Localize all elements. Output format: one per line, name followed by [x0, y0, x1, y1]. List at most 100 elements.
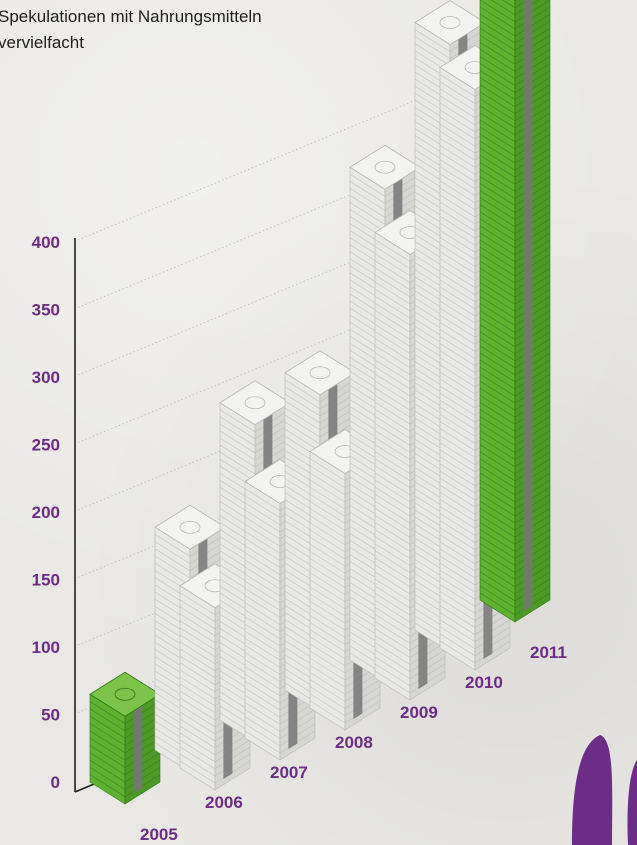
note-layer [479, 183, 551, 206]
note-layer [479, 274, 551, 298]
note-layer [374, 635, 446, 658]
note-layer [479, 162, 551, 185]
note-layer [479, 331, 551, 355]
note-layer [479, 578, 551, 602]
note-layer [479, 507, 551, 531]
note-layer [479, 472, 551, 496]
note-layer [479, 211, 551, 235]
note-layer [479, 529, 551, 552]
note-layer [439, 612, 511, 636]
note-layer [479, 543, 551, 566]
note-layer [284, 407, 356, 431]
note-layer [479, 56, 551, 79]
note-layer [513, 0, 517, 2]
note-layer [479, 514, 551, 538]
note-layer [219, 444, 291, 468]
note-layer [479, 380, 551, 404]
note-layer [179, 725, 251, 749]
note-layer [439, 605, 511, 628]
note-layer [479, 479, 551, 503]
note-layer [479, 373, 551, 397]
note-layer [309, 679, 381, 702]
note-layer [309, 672, 381, 695]
x-tick-label: 2009 [400, 703, 438, 722]
y-tick-label: 100 [32, 638, 60, 657]
note-layer [479, 154, 551, 178]
note-layer [479, 260, 551, 284]
note-layer [479, 105, 551, 129]
note-layer [479, 204, 551, 228]
note-layer [479, 267, 551, 291]
note-layer [479, 225, 551, 249]
chart-title: Spekulationen mit Nahrungsmitteln vervie… [0, 4, 262, 56]
note-layer [479, 63, 551, 86]
note-layer [179, 760, 251, 784]
note-layer [89, 730, 161, 754]
note-layer [374, 642, 446, 666]
note-layer [89, 708, 161, 732]
note-layer [439, 640, 511, 664]
x-tick-label: 2006 [205, 793, 243, 812]
note-layer [479, 387, 551, 411]
note-layer [479, 282, 551, 305]
note-layer [479, 296, 551, 319]
note-layer [479, 70, 551, 93]
note-layer [414, 36, 486, 60]
note-layer [479, 126, 551, 150]
note-layer [154, 555, 226, 579]
note-layer [439, 633, 511, 657]
note-layer [479, 359, 551, 383]
note-layer [219, 451, 291, 475]
note-layer [479, 486, 551, 510]
note-layer [89, 752, 161, 776]
stack-left-face [374, 231, 411, 701]
note-layer [479, 133, 551, 157]
note-layer [219, 423, 291, 447]
note-layer [219, 416, 291, 440]
y-tick-label: 0 [51, 773, 60, 792]
x-tick-label: 2010 [465, 673, 503, 692]
note-layer [479, 147, 551, 171]
note-layer [89, 715, 161, 739]
note-layer [89, 737, 161, 761]
bill-portrait [114, 687, 136, 701]
note-layer [479, 232, 551, 256]
note-layer [244, 694, 316, 718]
note-layer [479, 303, 551, 326]
note-layer [244, 716, 316, 740]
note-layer [479, 239, 551, 263]
note-layer [374, 656, 446, 680]
x-tick-label: 2007 [270, 763, 308, 782]
note-layer [479, 140, 551, 164]
bill-portrait [179, 520, 201, 534]
note-layer [179, 739, 251, 763]
note-layer [89, 745, 161, 768]
note-layer [479, 218, 551, 242]
note-layer [219, 409, 291, 433]
note-layer [284, 400, 356, 424]
bar-back-2011 [479, 0, 551, 623]
note-layer [479, 430, 551, 453]
y-tick-label: 350 [32, 301, 60, 320]
note-layer [309, 693, 381, 717]
stack-left-face [479, 0, 516, 623]
title-line-1: Spekulationen mit Nahrungsmitteln [0, 7, 262, 26]
purple-decoration [572, 735, 637, 845]
note-layer [479, 564, 551, 588]
note-layer [479, 34, 551, 58]
purple-shape-left [572, 735, 613, 845]
note-layer [479, 190, 551, 213]
note-layer [479, 451, 551, 475]
note-layer [479, 423, 551, 446]
x-tick-label: 2011 [530, 643, 567, 662]
bill-portrait [439, 16, 461, 29]
y-tick-label: 250 [32, 436, 60, 455]
note-layer [244, 723, 316, 747]
note-layer [479, 522, 551, 545]
x-tick-label: 2008 [335, 733, 373, 752]
note-layer [479, 416, 551, 439]
note-layer [154, 534, 226, 557]
note-layer [479, 20, 551, 44]
note-layer [309, 700, 381, 724]
note-layer [479, 458, 551, 482]
